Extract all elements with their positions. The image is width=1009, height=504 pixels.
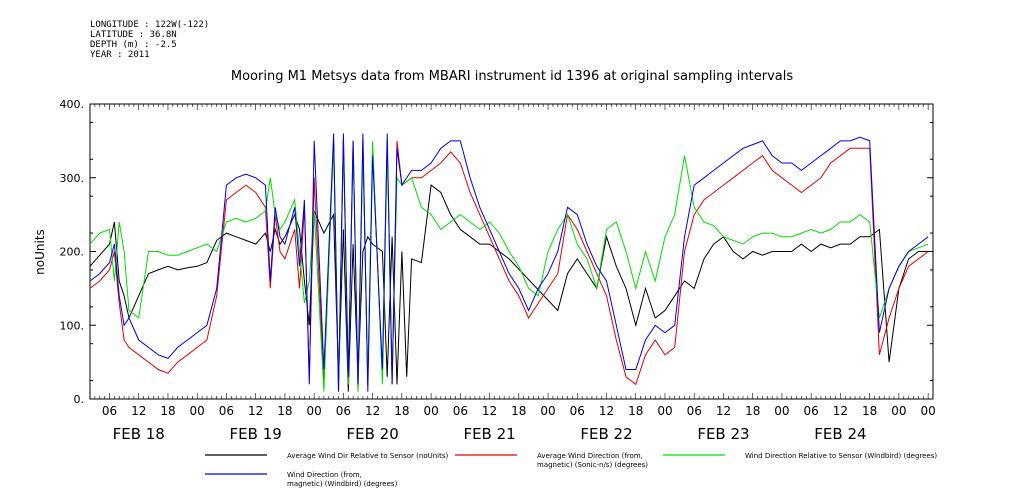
day-label: FEB 19 <box>230 425 282 443</box>
series-line <box>89 133 929 392</box>
depth-label: DEPTH (m) : -2.5 <box>90 40 177 50</box>
day-label: FEB 23 <box>697 425 749 443</box>
x-tick-label: 00 <box>920 404 935 418</box>
series-line <box>89 140 929 392</box>
x-tick-label: 06 <box>687 404 702 418</box>
x-tick-label: 12 <box>833 404 848 418</box>
legend: Average Wind Dir Relative to Sensor (noU… <box>205 452 937 488</box>
series-line <box>89 140 929 392</box>
x-tick-label: 12 <box>716 404 731 418</box>
metadata-block: LONGITUDE : 122W(-122) LATITUDE : 36.8N … <box>90 20 209 60</box>
series-line <box>89 184 929 392</box>
plot-area <box>89 133 929 392</box>
y-tick-label: 100. <box>60 319 85 332</box>
x-tick-label: 18 <box>511 404 526 418</box>
x-tick-label: 12 <box>365 404 380 418</box>
longitude-label: LONGITUDE : 122W(-122) <box>90 20 210 30</box>
x-tick-label: 18 <box>394 404 409 418</box>
x-tick-label: 00 <box>307 404 322 418</box>
axes-group: 0. 100. 200. 300. 400. 06 12 18 00 06 12 18 00 06 12 18… <box>60 98 936 443</box>
legend-label: magnetic) (Sonic-n/s) (degrees) <box>537 461 648 469</box>
x-tick-label: 18 <box>628 404 643 418</box>
x-tick-label: 12 <box>482 404 497 418</box>
x-tick-label: 06 <box>336 404 351 418</box>
y-tick-label: 300. <box>60 172 85 185</box>
day-label: FEB 22 <box>580 425 632 443</box>
x-tick-label: 18 <box>862 404 877 418</box>
y-tick-label: 400. <box>60 98 85 111</box>
x-tick-label: 06 <box>219 404 234 418</box>
x-tick-label: 12 <box>131 404 146 418</box>
day-label: FEB 20 <box>346 425 398 443</box>
legend-label: Average Wind Dir Relative to Sensor (noU… <box>287 452 448 460</box>
x-tick-label: 00 <box>190 404 205 418</box>
x-tick-label: 00 <box>774 404 789 418</box>
x-tick-label: 06 <box>453 404 468 418</box>
legend-label: Average Wind Direction (from, <box>537 452 643 460</box>
y-tick-label: 0. <box>74 393 85 406</box>
day-label: FEB 24 <box>814 425 866 443</box>
y-axis-label: noUnits <box>33 229 47 275</box>
y-tick-label: 200. <box>60 246 85 259</box>
x-tick-label: 00 <box>540 404 555 418</box>
x-tick-label: 18 <box>745 404 760 418</box>
x-tick-label: 12 <box>248 404 263 418</box>
x-tick-label: 06 <box>804 404 819 418</box>
day-label: FEB 21 <box>463 425 515 443</box>
legend-label: magnetic) (Windbird) (degrees) <box>287 480 398 488</box>
x-tick-label: 06 <box>102 404 117 418</box>
chart-title: Mooring M1 Metsys data from MBARI instru… <box>231 69 793 84</box>
latitude-label: LATITUDE : 36.8N <box>90 30 177 40</box>
x-tick-label: 00 <box>891 404 906 418</box>
x-tick-label: 00 <box>423 404 438 418</box>
legend-label: Wind Direction (from, <box>287 471 362 479</box>
x-tick-label: 18 <box>160 404 175 418</box>
x-tick-label: 00 <box>657 404 672 418</box>
year-label: YEAR : 2011 <box>90 50 150 60</box>
x-tick-label: 12 <box>599 404 614 418</box>
day-label: FEB 18 <box>113 425 165 443</box>
x-tick-label: 18 <box>277 404 292 418</box>
x-tick-label: 06 <box>570 404 585 418</box>
legend-label: Wind Direction Relative to Sensor (Windb… <box>745 452 937 460</box>
